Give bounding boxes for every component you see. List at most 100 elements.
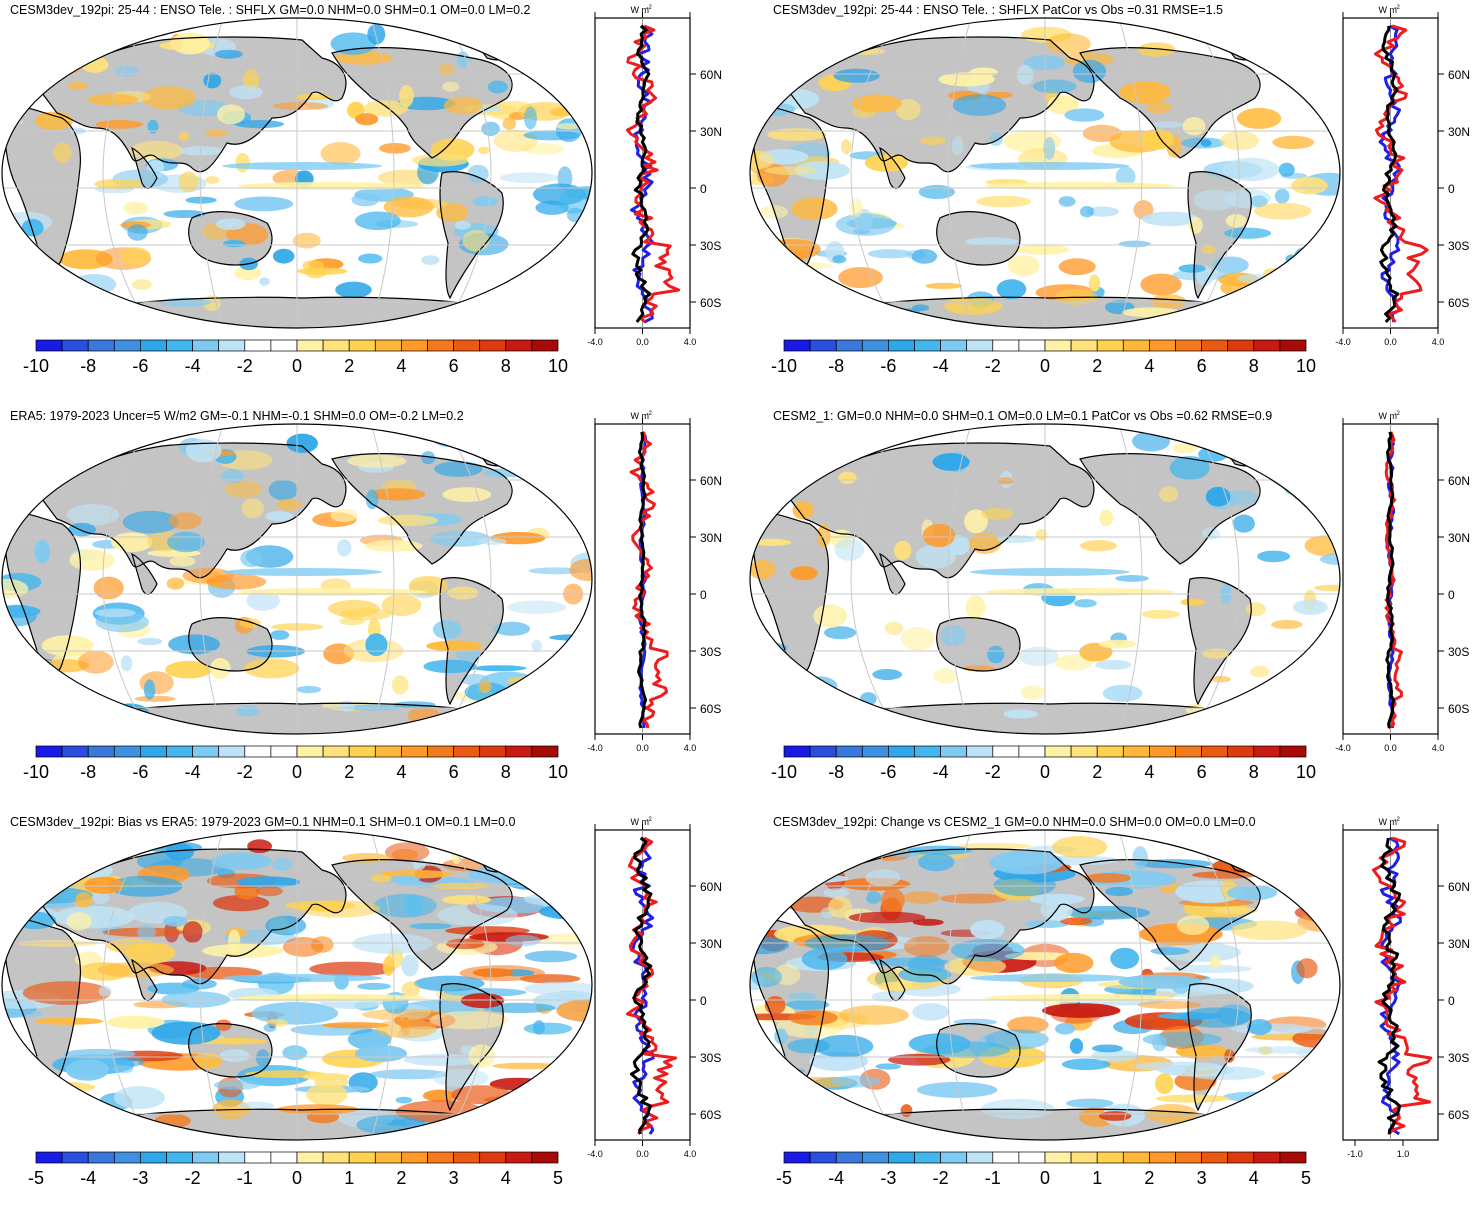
colorbar-swatch: [479, 1151, 507, 1164]
coastline: [752, 106, 830, 268]
field-contour: [1092, 1044, 1123, 1053]
coastline: [4, 106, 82, 268]
field-contour: [330, 32, 377, 55]
field-contour: [918, 853, 955, 872]
field-contour: [123, 201, 149, 215]
field-contour: [1225, 214, 1247, 228]
colorbar-swatch: [1175, 1151, 1202, 1164]
colorbar-tick-label: -4: [933, 356, 949, 376]
profile-unit-label: W m: [1379, 5, 1398, 15]
field-contour: [1274, 188, 1290, 204]
field-contour: [235, 152, 250, 173]
colorbar-swatch: [453, 1151, 481, 1164]
field-contour: [167, 531, 205, 553]
field-contour: [1137, 1000, 1202, 1009]
colorbar-tick-label: 3: [449, 1168, 459, 1188]
map-border: [1, 423, 593, 735]
field-contour: [758, 1075, 814, 1090]
red-profile-line: [629, 431, 669, 729]
field-contour: [1232, 514, 1255, 533]
red-profile-line: [1372, 836, 1433, 1136]
field-contour: [383, 196, 434, 218]
field-contour: [166, 577, 185, 590]
field-contour: [134, 695, 176, 702]
field-contour: [1102, 684, 1143, 702]
colorbar-tick-label: 6: [1197, 356, 1207, 376]
colorbar-tick-label: -5: [776, 1168, 792, 1188]
field-contour: [426, 640, 484, 652]
colorbar-swatch: [1149, 339, 1176, 352]
field-contour: [205, 128, 228, 137]
field-contour: [1250, 195, 1268, 208]
longitude-gridline: [199, 830, 224, 1140]
x-tick-label: 0.0: [636, 1149, 649, 1159]
field-contour: [912, 1003, 950, 1021]
field-contour: [129, 141, 184, 161]
coastline: [188, 617, 273, 672]
longitude-gridline: [199, 18, 224, 328]
x-tick-label: 1.0: [1397, 1149, 1410, 1159]
coastline: [879, 958, 906, 1002]
field-contour: [1118, 240, 1151, 248]
field-contour: [182, 567, 234, 584]
lat-tick-label: 60N: [1448, 68, 1470, 82]
field-contour: [940, 624, 967, 647]
field-contour: [1060, 917, 1092, 926]
lat-tick-label: 30S: [1448, 239, 1469, 253]
map-border: [749, 423, 1341, 735]
field-contour: [347, 1029, 392, 1050]
longitude-gridline: [444, 830, 492, 1140]
colorbar-swatch: [531, 339, 559, 352]
field-contour: [476, 538, 507, 545]
lat-tick-label: 30S: [700, 239, 721, 253]
field-contour: [202, 943, 284, 958]
field-contour: [256, 886, 283, 897]
field-contour: [122, 510, 179, 534]
field-contour: [272, 857, 293, 872]
colorbar: -10 -8 -6 -4 -2 0 2 4 6 8 10: [771, 339, 1316, 376]
colorbar-tick-label: 4: [1249, 1168, 1259, 1188]
x-tick-label: -4.0: [587, 1149, 603, 1159]
colorbar-swatch: [374, 1151, 402, 1164]
colorbar-swatch: [1018, 339, 1046, 352]
field-contour: [441, 895, 492, 905]
field-contour: [1231, 853, 1311, 867]
colorbar-swatch: [296, 339, 324, 352]
field-contour: [1058, 258, 1096, 276]
colorbar-swatch: [940, 339, 968, 352]
field-contour: [272, 248, 295, 264]
field-contour: [1137, 42, 1176, 57]
black-profile-line: [1379, 25, 1400, 324]
field-contour: [1201, 245, 1216, 255]
field-contour: [976, 195, 1031, 208]
colorbar-swatch: [166, 1151, 193, 1164]
field-contour: [147, 982, 200, 995]
colorbar-swatch: [1122, 339, 1150, 352]
field-contour: [69, 549, 115, 571]
field-contour: [938, 72, 995, 87]
field-contour: [750, 1039, 763, 1052]
field-contour: [864, 154, 909, 172]
field-contour: [1016, 244, 1070, 255]
field-contour: [243, 658, 300, 679]
field-contour: [2, 652, 39, 665]
field-contour: [916, 1081, 998, 1098]
field-contour: [764, 996, 786, 1015]
field-contour: [523, 892, 592, 907]
field-contour: [1079, 642, 1113, 662]
colorbar-swatch: [374, 339, 402, 352]
field-contour: [1020, 685, 1045, 700]
colorbar-tick-label: -10: [23, 356, 49, 376]
colorbar-tick-label: 0: [292, 356, 302, 376]
field-contour: [1155, 1073, 1174, 1094]
field-contour: [788, 1010, 838, 1026]
black-profile-line: [1385, 431, 1396, 729]
field-contour: [1043, 137, 1056, 160]
x-tick-label: 4.0: [684, 743, 697, 753]
field-contour: [462, 230, 490, 252]
colorbar-tick-label: 1: [1092, 1168, 1102, 1188]
colorbar-tick-label: -4: [828, 1168, 844, 1188]
field-contour: [562, 644, 592, 667]
field-contour: [801, 948, 848, 971]
field-contour: [168, 634, 221, 655]
